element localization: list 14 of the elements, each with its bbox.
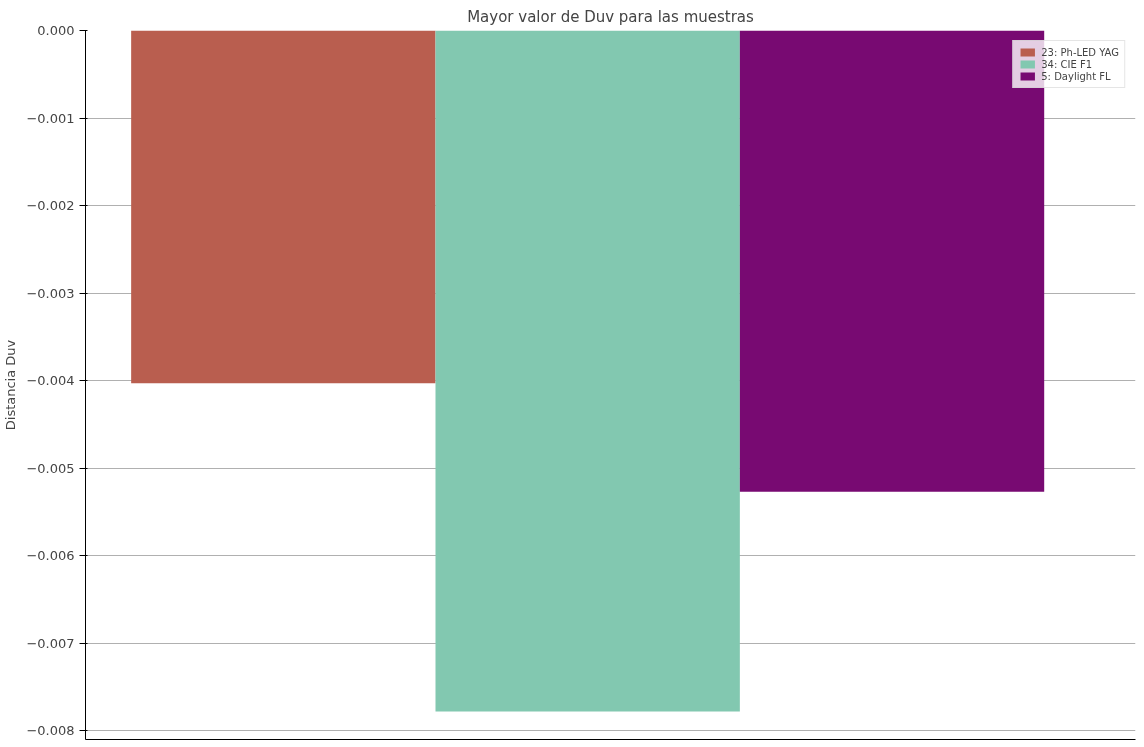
y-tick-label: −0.007: [26, 635, 75, 651]
y-tick-label: −0.006: [26, 548, 75, 564]
legend-label: 5: Daylight FL: [1041, 70, 1111, 82]
y-tick-label: −0.005: [26, 460, 75, 476]
legend-label: 34: CIE F1: [1041, 58, 1093, 70]
y-tick-label: −0.002: [26, 198, 75, 214]
legend-label: 23: Ph-LED YAG: [1041, 46, 1119, 58]
y-tick-label: 0.000: [37, 23, 75, 38]
chart-title: Mayor valor de Duv para las muestras: [467, 7, 755, 26]
y-tick-label: −0.003: [26, 285, 75, 301]
y-tick-label: −0.008: [26, 723, 75, 739]
y-axis-title: Distancia Duv: [3, 339, 19, 431]
y-tick-label: −0.004: [26, 373, 75, 389]
y-tick-label: −0.001: [26, 110, 75, 126]
